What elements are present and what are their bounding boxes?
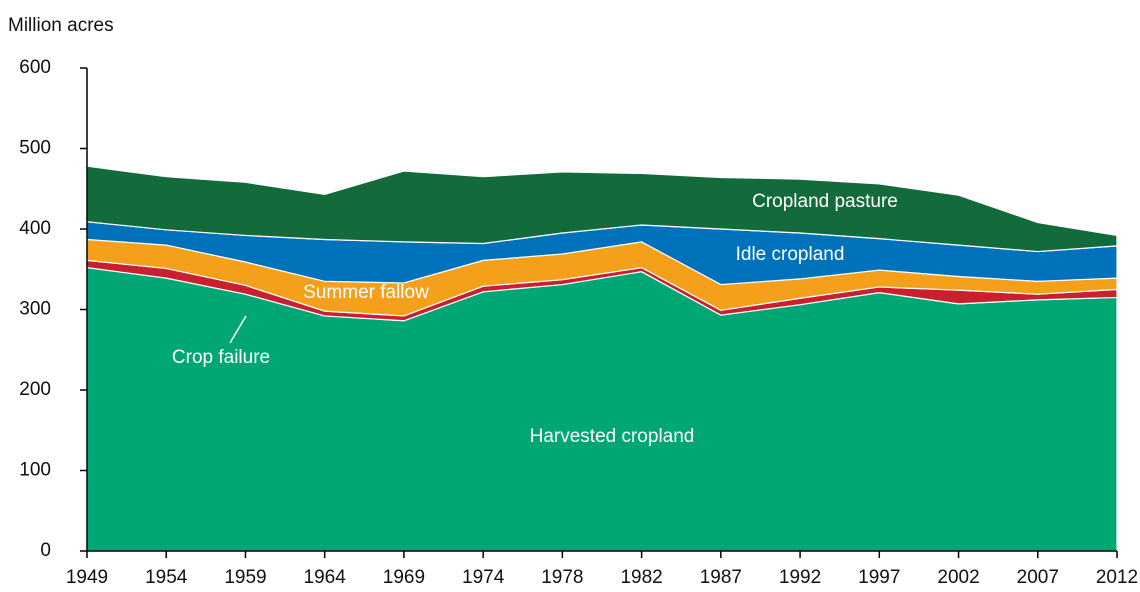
x-tick-label: 1964 bbox=[304, 567, 347, 588]
x-tick-label: 1969 bbox=[383, 567, 425, 588]
leader-line bbox=[229, 315, 247, 344]
y-tick-label: 500 bbox=[19, 138, 51, 159]
x-tick-label: 1949 bbox=[66, 567, 108, 588]
x-tick-label: 1992 bbox=[779, 567, 821, 588]
y-axis-title: Million acres bbox=[8, 15, 114, 36]
x-tick-label: 1954 bbox=[145, 567, 188, 588]
y-tick-label: 100 bbox=[19, 460, 51, 481]
y-tick-label: 300 bbox=[19, 299, 51, 320]
x-tick-label: 1978 bbox=[541, 567, 583, 588]
area-label: Crop failure bbox=[172, 347, 270, 368]
x-tick-label: 1987 bbox=[700, 567, 742, 588]
x-tick-label: 2002 bbox=[937, 567, 979, 588]
x-tick-label: 1982 bbox=[620, 567, 662, 588]
x-tick-label: 1959 bbox=[224, 567, 266, 588]
area-label: Harvested cropland bbox=[530, 426, 695, 447]
y-tick-label: 200 bbox=[19, 379, 51, 400]
area-label: Idle cropland bbox=[736, 244, 845, 265]
x-tick-label: 1974 bbox=[462, 567, 505, 588]
y-tick-label: 400 bbox=[19, 218, 51, 239]
x-tick-label: 1997 bbox=[858, 567, 900, 588]
area bbox=[86, 266, 1118, 552]
area-label: Cropland pasture bbox=[752, 191, 898, 212]
area-label: Summer fallow bbox=[303, 282, 429, 303]
x-tick-label: 2007 bbox=[1017, 567, 1059, 588]
area bbox=[86, 165, 1118, 253]
y-tick-label: 0 bbox=[40, 540, 51, 561]
y-tick-label: 600 bbox=[19, 57, 51, 78]
x-tick-label: 2012 bbox=[1096, 567, 1138, 588]
